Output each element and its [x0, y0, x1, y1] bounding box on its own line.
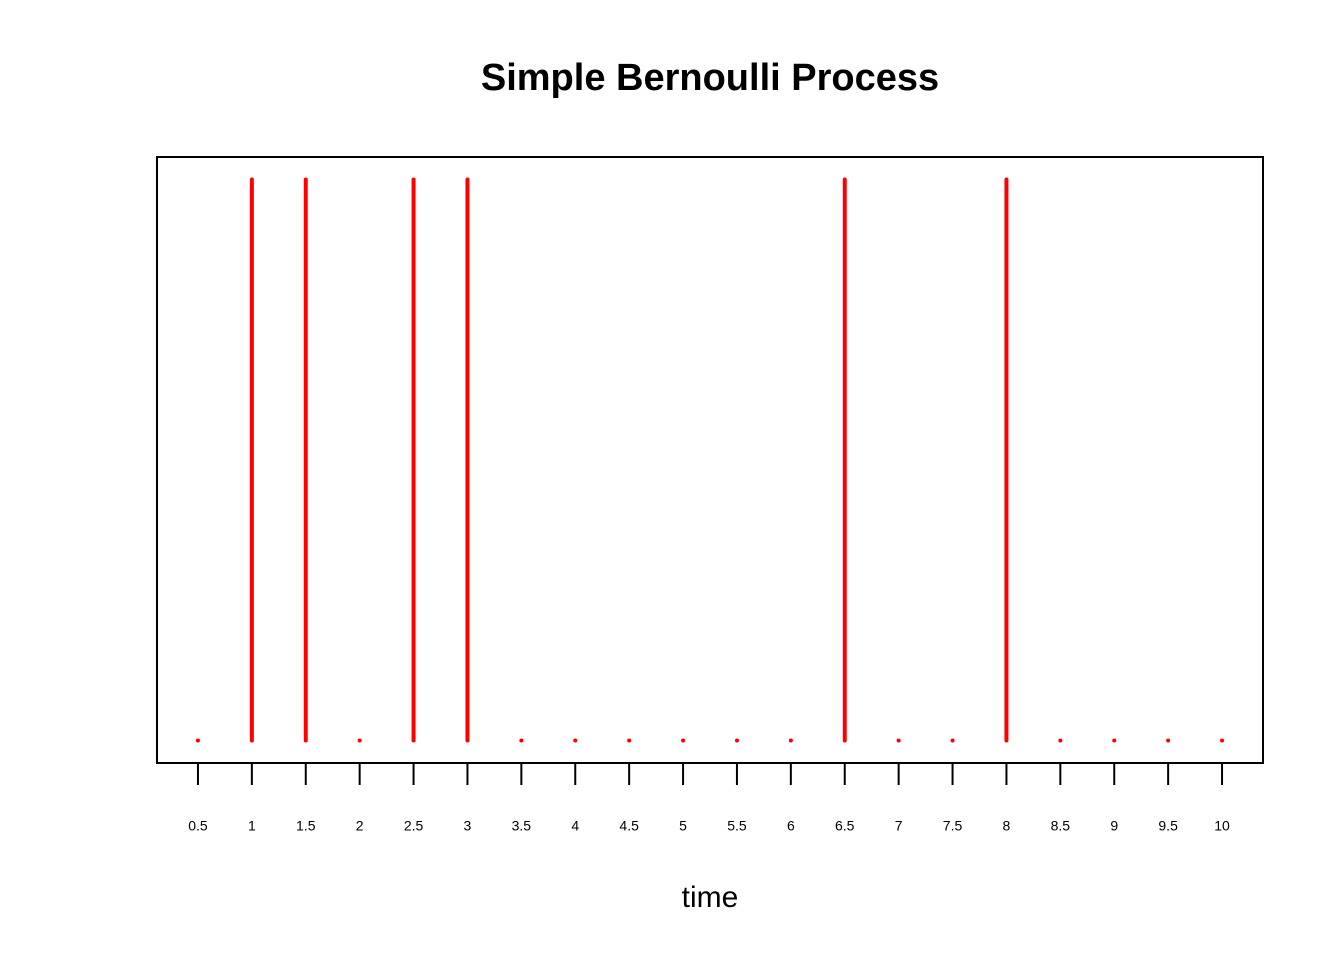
x-tick-label: 9.5	[1158, 818, 1178, 834]
x-tick-label: 4.5	[619, 818, 639, 834]
x-tick-label: 3	[464, 818, 472, 834]
x-tick-label: 8	[1003, 818, 1011, 834]
x-tick-label: 2	[356, 818, 364, 834]
chart-title: Simple Bernoulli Process	[481, 57, 939, 99]
x-tick-label: 1.5	[296, 818, 316, 834]
x-tick-label: 2.5	[404, 818, 424, 834]
x-tick-label: 5	[679, 818, 687, 834]
x-tick-label: 10	[1214, 818, 1230, 834]
x-tick-label: 9	[1110, 818, 1118, 834]
x-tick-label: 7.5	[943, 818, 963, 834]
x-tick-label: 8.5	[1051, 818, 1071, 834]
x-tick-label: 7	[895, 818, 903, 834]
x-tick-label: 0.5	[188, 818, 208, 834]
x-tick-label: 1	[248, 818, 256, 834]
x-tick-label: 3.5	[512, 818, 532, 834]
x-tick-label: 4	[571, 818, 579, 834]
x-tick-label: 6	[787, 818, 795, 834]
x-tick-label: 5.5	[727, 818, 747, 834]
x-tick-label: 6.5	[835, 818, 855, 834]
x-axis-label: time	[682, 881, 739, 914]
plot-frame	[156, 156, 1264, 764]
